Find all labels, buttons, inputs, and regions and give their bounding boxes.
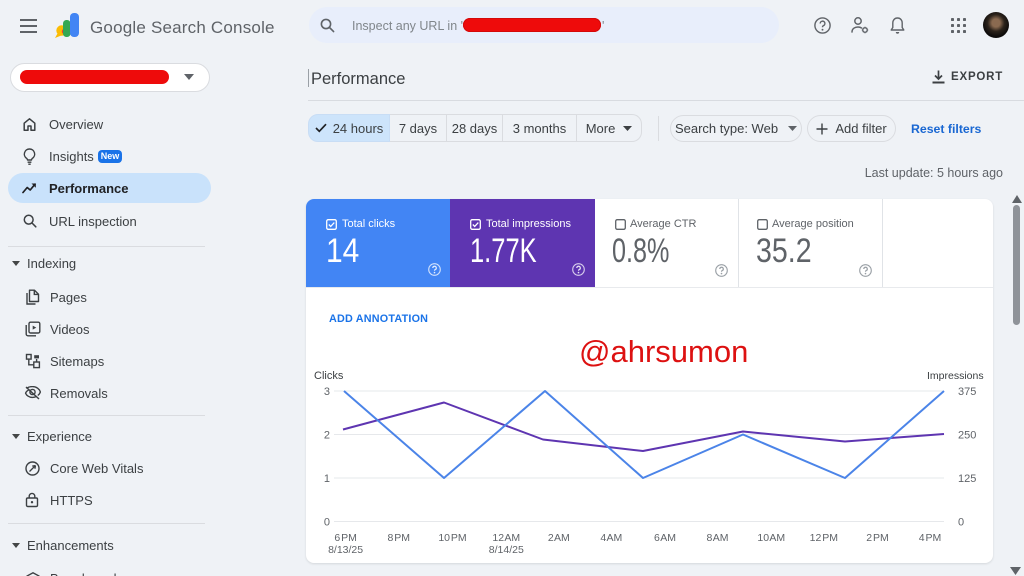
svg-text:0: 0 [958, 517, 964, 529]
svg-text:4 AM: 4 AM [600, 532, 622, 544]
svg-text:12 AM: 12 AM [492, 532, 520, 544]
svg-text:8/13/25: 8/13/25 [328, 544, 363, 556]
svg-text:8/14/25: 8/14/25 [489, 544, 524, 556]
svg-text:4 PM: 4 PM [919, 532, 942, 544]
svg-text:10 AM: 10 AM [757, 532, 785, 544]
svg-text:12 PM: 12 PM [810, 532, 838, 544]
svg-text:2 PM: 2 PM [866, 532, 889, 544]
svg-text:2: 2 [324, 430, 330, 442]
svg-text:10 PM: 10 PM [438, 532, 466, 544]
svg-text:250: 250 [958, 430, 976, 442]
svg-text:6 PM: 6 PM [334, 532, 357, 544]
svg-text:8 PM: 8 PM [388, 532, 411, 544]
svg-text:6 AM: 6 AM [654, 532, 676, 544]
svg-text:125: 125 [958, 473, 976, 485]
svg-text:8 AM: 8 AM [707, 532, 729, 544]
svg-text:375: 375 [958, 386, 976, 398]
svg-text:1: 1 [324, 473, 330, 485]
svg-text:3: 3 [324, 386, 330, 398]
svg-text:0: 0 [324, 517, 330, 529]
svg-text:2 AM: 2 AM [548, 532, 570, 544]
